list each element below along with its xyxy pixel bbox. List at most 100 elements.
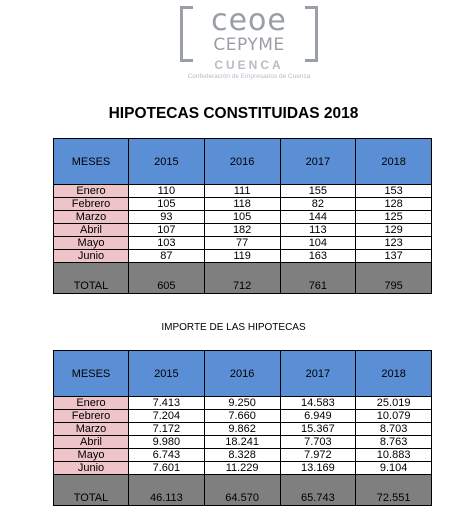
value-cell: 2017 [279, 138, 357, 185]
value-cell: 118 [203, 197, 281, 211]
table-row: Febrero 7.204 7.660 6.949 10.079 [53, 409, 432, 423]
table-row: Junio 87 119 163 137 [53, 249, 432, 263]
ceoe-cepyme-logo: ceoe CEPYME CUENCA Confederación de Empr… [180, 6, 318, 80]
value-cell: 110 [128, 184, 205, 198]
value-cell: 14.583 [279, 396, 357, 410]
table-row: Junio 7.601 11.229 13.169 9.104 [53, 461, 432, 475]
row-label-cell: Abril [53, 223, 129, 237]
value-cell: 7.601 [128, 461, 205, 475]
value-cell: 9.862 [203, 422, 281, 436]
value-cell: 9.104 [355, 461, 432, 475]
value-cell: 2016 [203, 138, 281, 185]
value-cell: 2015 [128, 138, 205, 185]
value-cell: 7.972 [279, 448, 357, 462]
table-row: Febrero 105 118 82 128 [53, 197, 432, 211]
row-label-cell: Abril [53, 435, 129, 449]
value-cell: 795 [355, 262, 432, 294]
row-label-cell: TOTAL [53, 474, 129, 506]
row-label-cell: Enero [53, 184, 129, 198]
value-cell: 107 [128, 223, 205, 237]
value-cell: 2018 [355, 350, 432, 397]
section-title-amount: IMPORTE DE LAS HIPOTECAS [161, 322, 306, 333]
value-cell: 2015 [128, 350, 205, 397]
value-cell: 144 [279, 210, 357, 224]
header-row: MESES 2015 2016 2017 2018 [53, 350, 432, 397]
value-cell: 93 [128, 210, 205, 224]
value-cell: 605 [128, 262, 205, 294]
total-row: TOTAL 46.113 64.570 65.743 72.551 [53, 474, 432, 506]
value-cell: 7.703 [279, 435, 357, 449]
value-cell: 105 [203, 210, 281, 224]
value-cell: 7.172 [128, 422, 205, 436]
value-cell: 182 [203, 223, 281, 237]
value-cell: 8.763 [355, 435, 432, 449]
value-cell: 18.241 [203, 435, 281, 449]
row-label-cell: Marzo [53, 210, 129, 224]
value-cell: 9.980 [128, 435, 205, 449]
table-row: Marzo 93 105 144 125 [53, 210, 432, 224]
value-cell: 104 [279, 236, 357, 250]
value-cell: 125 [355, 210, 432, 224]
value-cell: 82 [279, 197, 357, 211]
mortgages-amount-body: MESES 2015 2016 2017 2018 Enero 7.413 9.250 14.5… [53, 350, 432, 506]
value-cell: 7.413 [128, 396, 205, 410]
value-cell: 10.079 [355, 409, 432, 423]
value-cell: 7.204 [128, 409, 205, 423]
value-cell: 155 [279, 184, 357, 198]
logo-bracket-right [305, 6, 318, 62]
value-cell: 163 [279, 249, 357, 263]
value-cell: 6.743 [128, 448, 205, 462]
value-cell: 6.949 [279, 409, 357, 423]
value-cell: 9.250 [203, 396, 281, 410]
value-cell: 103 [128, 236, 205, 250]
row-label-cell: Febrero [53, 197, 129, 211]
value-cell: 72.551 [355, 474, 432, 506]
value-cell: 128 [355, 197, 432, 211]
table-row: Enero 7.413 9.250 14.583 25.019 [53, 396, 432, 410]
value-cell: 761 [279, 262, 357, 294]
value-cell: 137 [355, 249, 432, 263]
value-cell: 8.703 [355, 422, 432, 436]
value-cell: 64.570 [203, 474, 281, 506]
value-cell: 2017 [279, 350, 357, 397]
logo-bracket-left [180, 6, 193, 62]
row-label-cell: Mayo [53, 448, 129, 462]
table-row: Mayo 103 77 104 123 [53, 236, 432, 250]
row-label-cell: Marzo [53, 422, 129, 436]
value-cell: 2018 [355, 138, 432, 185]
value-cell: 113 [279, 223, 357, 237]
row-label-cell: Junio [53, 249, 129, 263]
mortgages-amount-table: MESES 2015 2016 2017 2018 Enero 7.413 9.250 14.5… [53, 350, 432, 506]
row-label-cell: Junio [53, 461, 129, 475]
logo-ceoe-text: ceoe [211, 3, 287, 38]
value-cell: 10.883 [355, 448, 432, 462]
value-cell: 65.743 [279, 474, 357, 506]
table-row: Abril 107 182 113 129 [53, 223, 432, 237]
table-row: Abril 9.980 18.241 7.703 8.763 [53, 435, 432, 449]
row-label-cell: Mayo [53, 236, 129, 250]
logo-cuenca-text: CUENCA [214, 58, 284, 72]
value-cell: 111 [203, 184, 281, 198]
total-row: TOTAL 605 712 761 795 [53, 262, 432, 294]
row-label-cell: MESES [53, 350, 129, 397]
table-row: Mayo 6.743 8.328 7.972 10.883 [53, 448, 432, 462]
value-cell: 25.019 [355, 396, 432, 410]
header-row: MESES 2015 2016 2017 2018 [53, 138, 432, 185]
page-title: HIPOTECAS CONSTITUIDAS 2018 [108, 105, 359, 122]
value-cell: 105 [128, 197, 205, 211]
value-cell: 13.169 [279, 461, 357, 475]
value-cell: 8.328 [203, 448, 281, 462]
value-cell: 712 [203, 262, 281, 294]
value-cell: 129 [355, 223, 432, 237]
logo-subtitle: Confederación de Empresarios de Cuenca [187, 73, 311, 80]
value-cell: 87 [128, 249, 205, 263]
value-cell: 46.113 [128, 474, 205, 506]
mortgages-count-table: MESES 2015 2016 2017 2018 Enero 110 111 155 153 Fe… [53, 138, 432, 294]
row-label-cell: MESES [53, 138, 129, 185]
table-row: Enero 110 111 155 153 [53, 184, 432, 198]
value-cell: 15.367 [279, 422, 357, 436]
table-row: Marzo 7.172 9.862 15.367 8.703 [53, 422, 432, 436]
value-cell: 153 [355, 184, 432, 198]
row-label-cell: Enero [53, 396, 129, 410]
logo-cepyme-text: CEPYME [213, 35, 285, 55]
